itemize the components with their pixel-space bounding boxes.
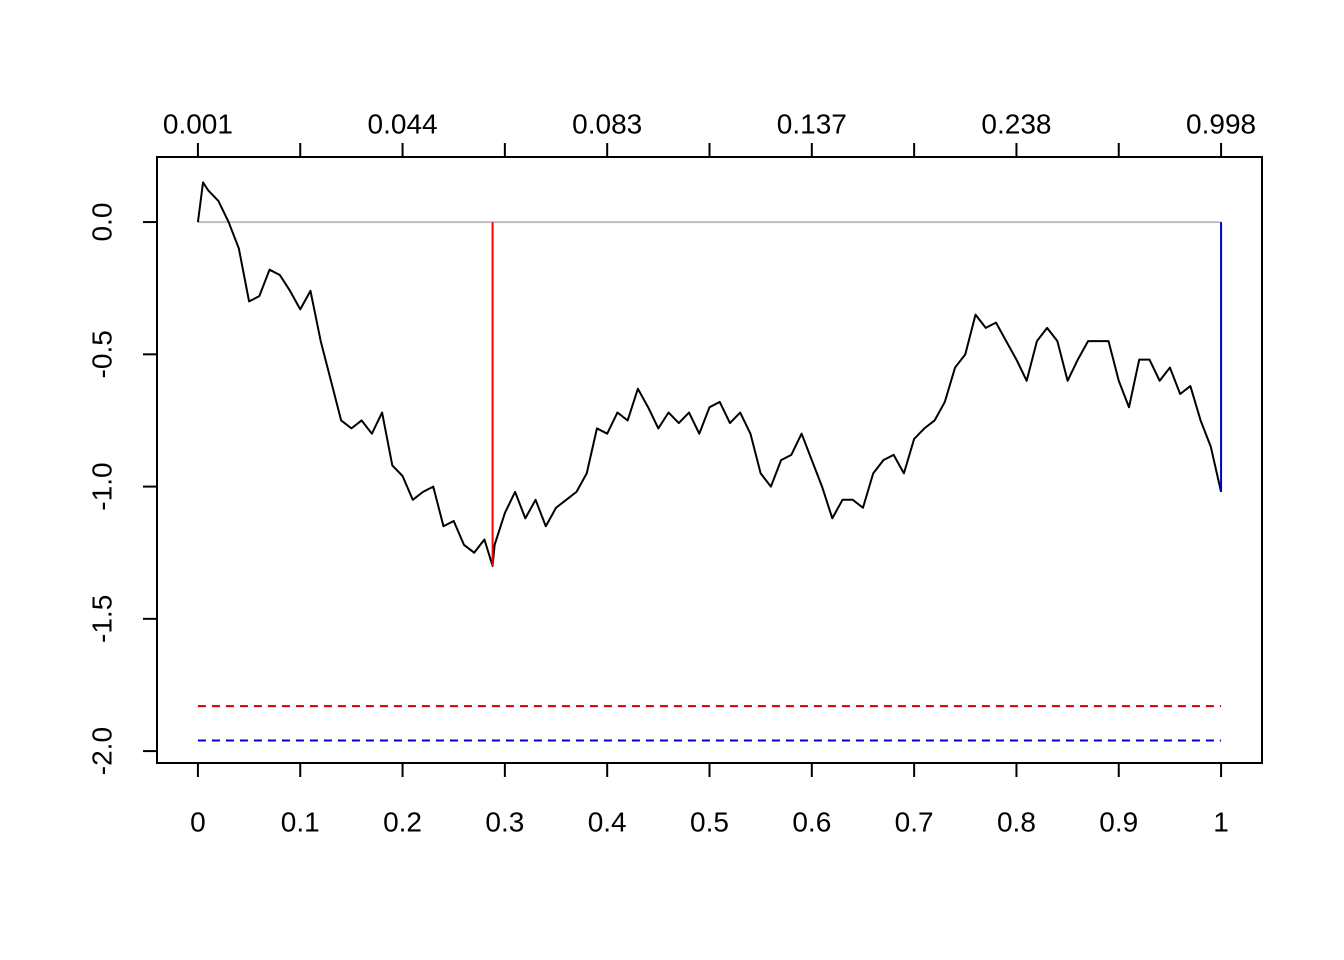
x-tick-label: 0.7 xyxy=(895,806,934,837)
x2-tick-label: 0.137 xyxy=(777,108,847,139)
x2-tick-label: 0.998 xyxy=(1186,108,1256,139)
x-tick-label: 0.6 xyxy=(792,806,831,837)
x-tick-label: 1 xyxy=(1213,806,1229,837)
x-tick-label: 0.4 xyxy=(588,806,627,837)
x-tick-label: 0.2 xyxy=(383,806,422,837)
x2-tick-label: 0.238 xyxy=(981,108,1051,139)
x-tick-label: 0 xyxy=(190,806,206,837)
x2-tick-label: 0.001 xyxy=(163,108,233,139)
line-series xyxy=(196,181,1223,567)
x2-tick-label: 0.044 xyxy=(368,108,438,139)
y-tick-label: 0.0 xyxy=(86,203,117,242)
x2-tick-label: 0.083 xyxy=(572,108,642,139)
x-tick-label: 0.9 xyxy=(1099,806,1138,837)
plot-box xyxy=(156,156,1263,764)
x-tick-label: 0.1 xyxy=(281,806,320,837)
x-tick-label: 0.3 xyxy=(485,806,524,837)
y-tick-label: -2.0 xyxy=(86,727,117,775)
y-tick-label: -0.5 xyxy=(86,330,117,378)
y-tick-label: -1.0 xyxy=(86,462,117,510)
y-tick-label: -1.5 xyxy=(86,595,117,643)
x-tick-label: 0.5 xyxy=(690,806,729,837)
x-tick-label: 0.8 xyxy=(997,806,1036,837)
